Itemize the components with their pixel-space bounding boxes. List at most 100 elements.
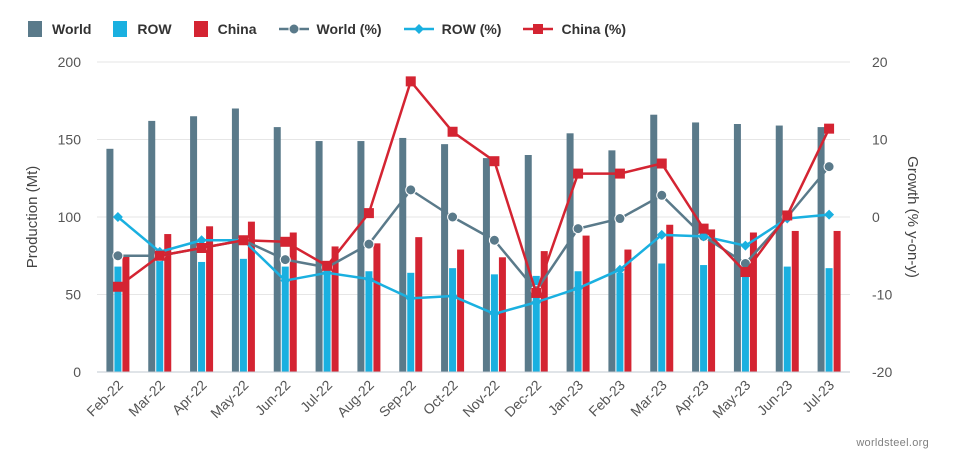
point-world-pct[interactable] — [823, 161, 835, 173]
point-row-pct[interactable] — [112, 212, 123, 222]
bar-world[interactable] — [566, 133, 574, 372]
point-world-pct[interactable] — [405, 184, 417, 196]
bar-china[interactable] — [708, 229, 716, 372]
point-world-pct[interactable] — [447, 211, 459, 223]
point-china-pct[interactable] — [656, 158, 667, 169]
bar-world[interactable] — [650, 114, 658, 372]
legend-item-china[interactable]: China — [193, 21, 257, 37]
point-china-pct[interactable] — [782, 210, 793, 221]
bar-world[interactable] — [775, 125, 783, 372]
point-row-pct[interactable] — [656, 229, 667, 240]
bar-row[interactable] — [198, 261, 206, 372]
point-row-pct[interactable] — [573, 283, 584, 294]
point-china-pct[interactable] — [531, 287, 542, 298]
point-china-pct[interactable] — [573, 168, 584, 179]
bar-row[interactable] — [365, 271, 373, 372]
point-world-pct[interactable] — [656, 189, 668, 201]
bar-world[interactable] — [441, 144, 449, 372]
bar-china[interactable] — [666, 224, 674, 372]
point-china-pct[interactable] — [698, 223, 709, 234]
point-world-pct[interactable] — [112, 250, 124, 262]
legend-swatch-marker[interactable] — [413, 24, 424, 34]
bar-row[interactable] — [616, 272, 624, 372]
bar-row[interactable] — [490, 274, 498, 372]
legend-swatch-marker[interactable] — [533, 24, 544, 34]
bar-china[interactable] — [206, 226, 214, 372]
legend-item-world[interactable]: World — [28, 21, 91, 37]
point-china-pct[interactable] — [447, 126, 458, 137]
bar-world[interactable] — [524, 155, 532, 372]
bar-china[interactable] — [791, 230, 799, 372]
bar-world[interactable] — [315, 141, 323, 372]
point-row-pct[interactable] — [531, 297, 542, 308]
bar-world[interactable] — [190, 116, 198, 372]
bar-china[interactable] — [457, 249, 465, 372]
point-china-pct[interactable] — [824, 123, 835, 134]
bar-china[interactable] — [247, 221, 255, 372]
bar-china[interactable] — [373, 243, 381, 372]
point-world-pct[interactable] — [614, 213, 626, 225]
bar-world[interactable] — [106, 148, 114, 372]
bar-china[interactable] — [582, 235, 590, 372]
point-row-pct[interactable] — [280, 275, 291, 286]
bar-world[interactable] — [817, 127, 825, 372]
bar-row[interactable] — [281, 266, 289, 372]
bar-row[interactable] — [574, 271, 582, 372]
bar-world[interactable] — [692, 122, 700, 372]
point-china-pct[interactable] — [489, 156, 500, 167]
legend-item-world-pct[interactable]: World (%) — [278, 21, 382, 37]
point-row-pct[interactable] — [614, 264, 625, 275]
point-china-pct[interactable] — [322, 260, 333, 271]
bar-china[interactable] — [540, 251, 548, 372]
bar-world[interactable] — [357, 141, 365, 372]
bar-row[interactable] — [449, 268, 457, 372]
bar-row[interactable] — [532, 275, 540, 372]
bar-row[interactable] — [114, 266, 122, 372]
point-china-pct[interactable] — [363, 208, 374, 219]
bar-china[interactable] — [164, 234, 172, 372]
legend-swatch-marker[interactable] — [288, 23, 300, 35]
point-china-pct[interactable] — [238, 235, 249, 246]
bar-row[interactable] — [700, 265, 708, 372]
bar-row[interactable] — [407, 272, 415, 372]
point-world-pct[interactable] — [363, 238, 375, 250]
point-china-pct[interactable] — [154, 250, 165, 261]
bar-row[interactable] — [825, 268, 833, 372]
bar-china[interactable] — [498, 257, 506, 372]
point-china-pct[interactable] — [740, 267, 751, 278]
legend-item-row[interactable]: ROW — [113, 21, 172, 37]
point-china-pct[interactable] — [196, 243, 207, 253]
bar-row[interactable] — [323, 269, 331, 372]
bar-world[interactable] — [733, 124, 741, 372]
bar-row[interactable] — [783, 266, 791, 372]
bar-row[interactable] — [156, 258, 164, 372]
point-row-pct[interactable] — [447, 291, 458, 302]
point-world-pct[interactable] — [488, 234, 500, 246]
legend-item-china-pct[interactable]: China (%) — [523, 21, 626, 37]
point-row-pct[interactable] — [698, 231, 709, 242]
bar-china[interactable] — [833, 230, 841, 372]
bar-china[interactable] — [749, 232, 757, 373]
bar-world[interactable] — [399, 137, 407, 372]
point-row-pct[interactable] — [405, 293, 416, 304]
point-china-pct[interactable] — [405, 76, 416, 87]
bar-world[interactable] — [608, 150, 616, 372]
point-row-pct[interactable] — [363, 274, 374, 284]
point-row-pct[interactable] — [740, 240, 751, 251]
point-china-pct[interactable] — [280, 236, 291, 247]
point-row-pct[interactable] — [489, 308, 500, 319]
bar-china[interactable] — [624, 249, 632, 372]
point-china-pct[interactable] — [112, 281, 123, 292]
point-world-pct[interactable] — [572, 223, 584, 235]
bar-world[interactable] — [482, 158, 490, 372]
bar-row[interactable] — [741, 271, 749, 372]
point-world-pct[interactable] — [279, 254, 291, 266]
bar-china[interactable] — [122, 255, 130, 372]
bar-china[interactable] — [415, 237, 423, 372]
bar-row[interactable] — [658, 263, 666, 373]
bar-world[interactable] — [273, 127, 281, 372]
bar-china[interactable] — [289, 232, 297, 373]
bar-china[interactable] — [331, 246, 339, 372]
point-row-pct[interactable] — [196, 235, 207, 246]
legend-item-row-pct[interactable]: ROW (%) — [403, 21, 501, 37]
